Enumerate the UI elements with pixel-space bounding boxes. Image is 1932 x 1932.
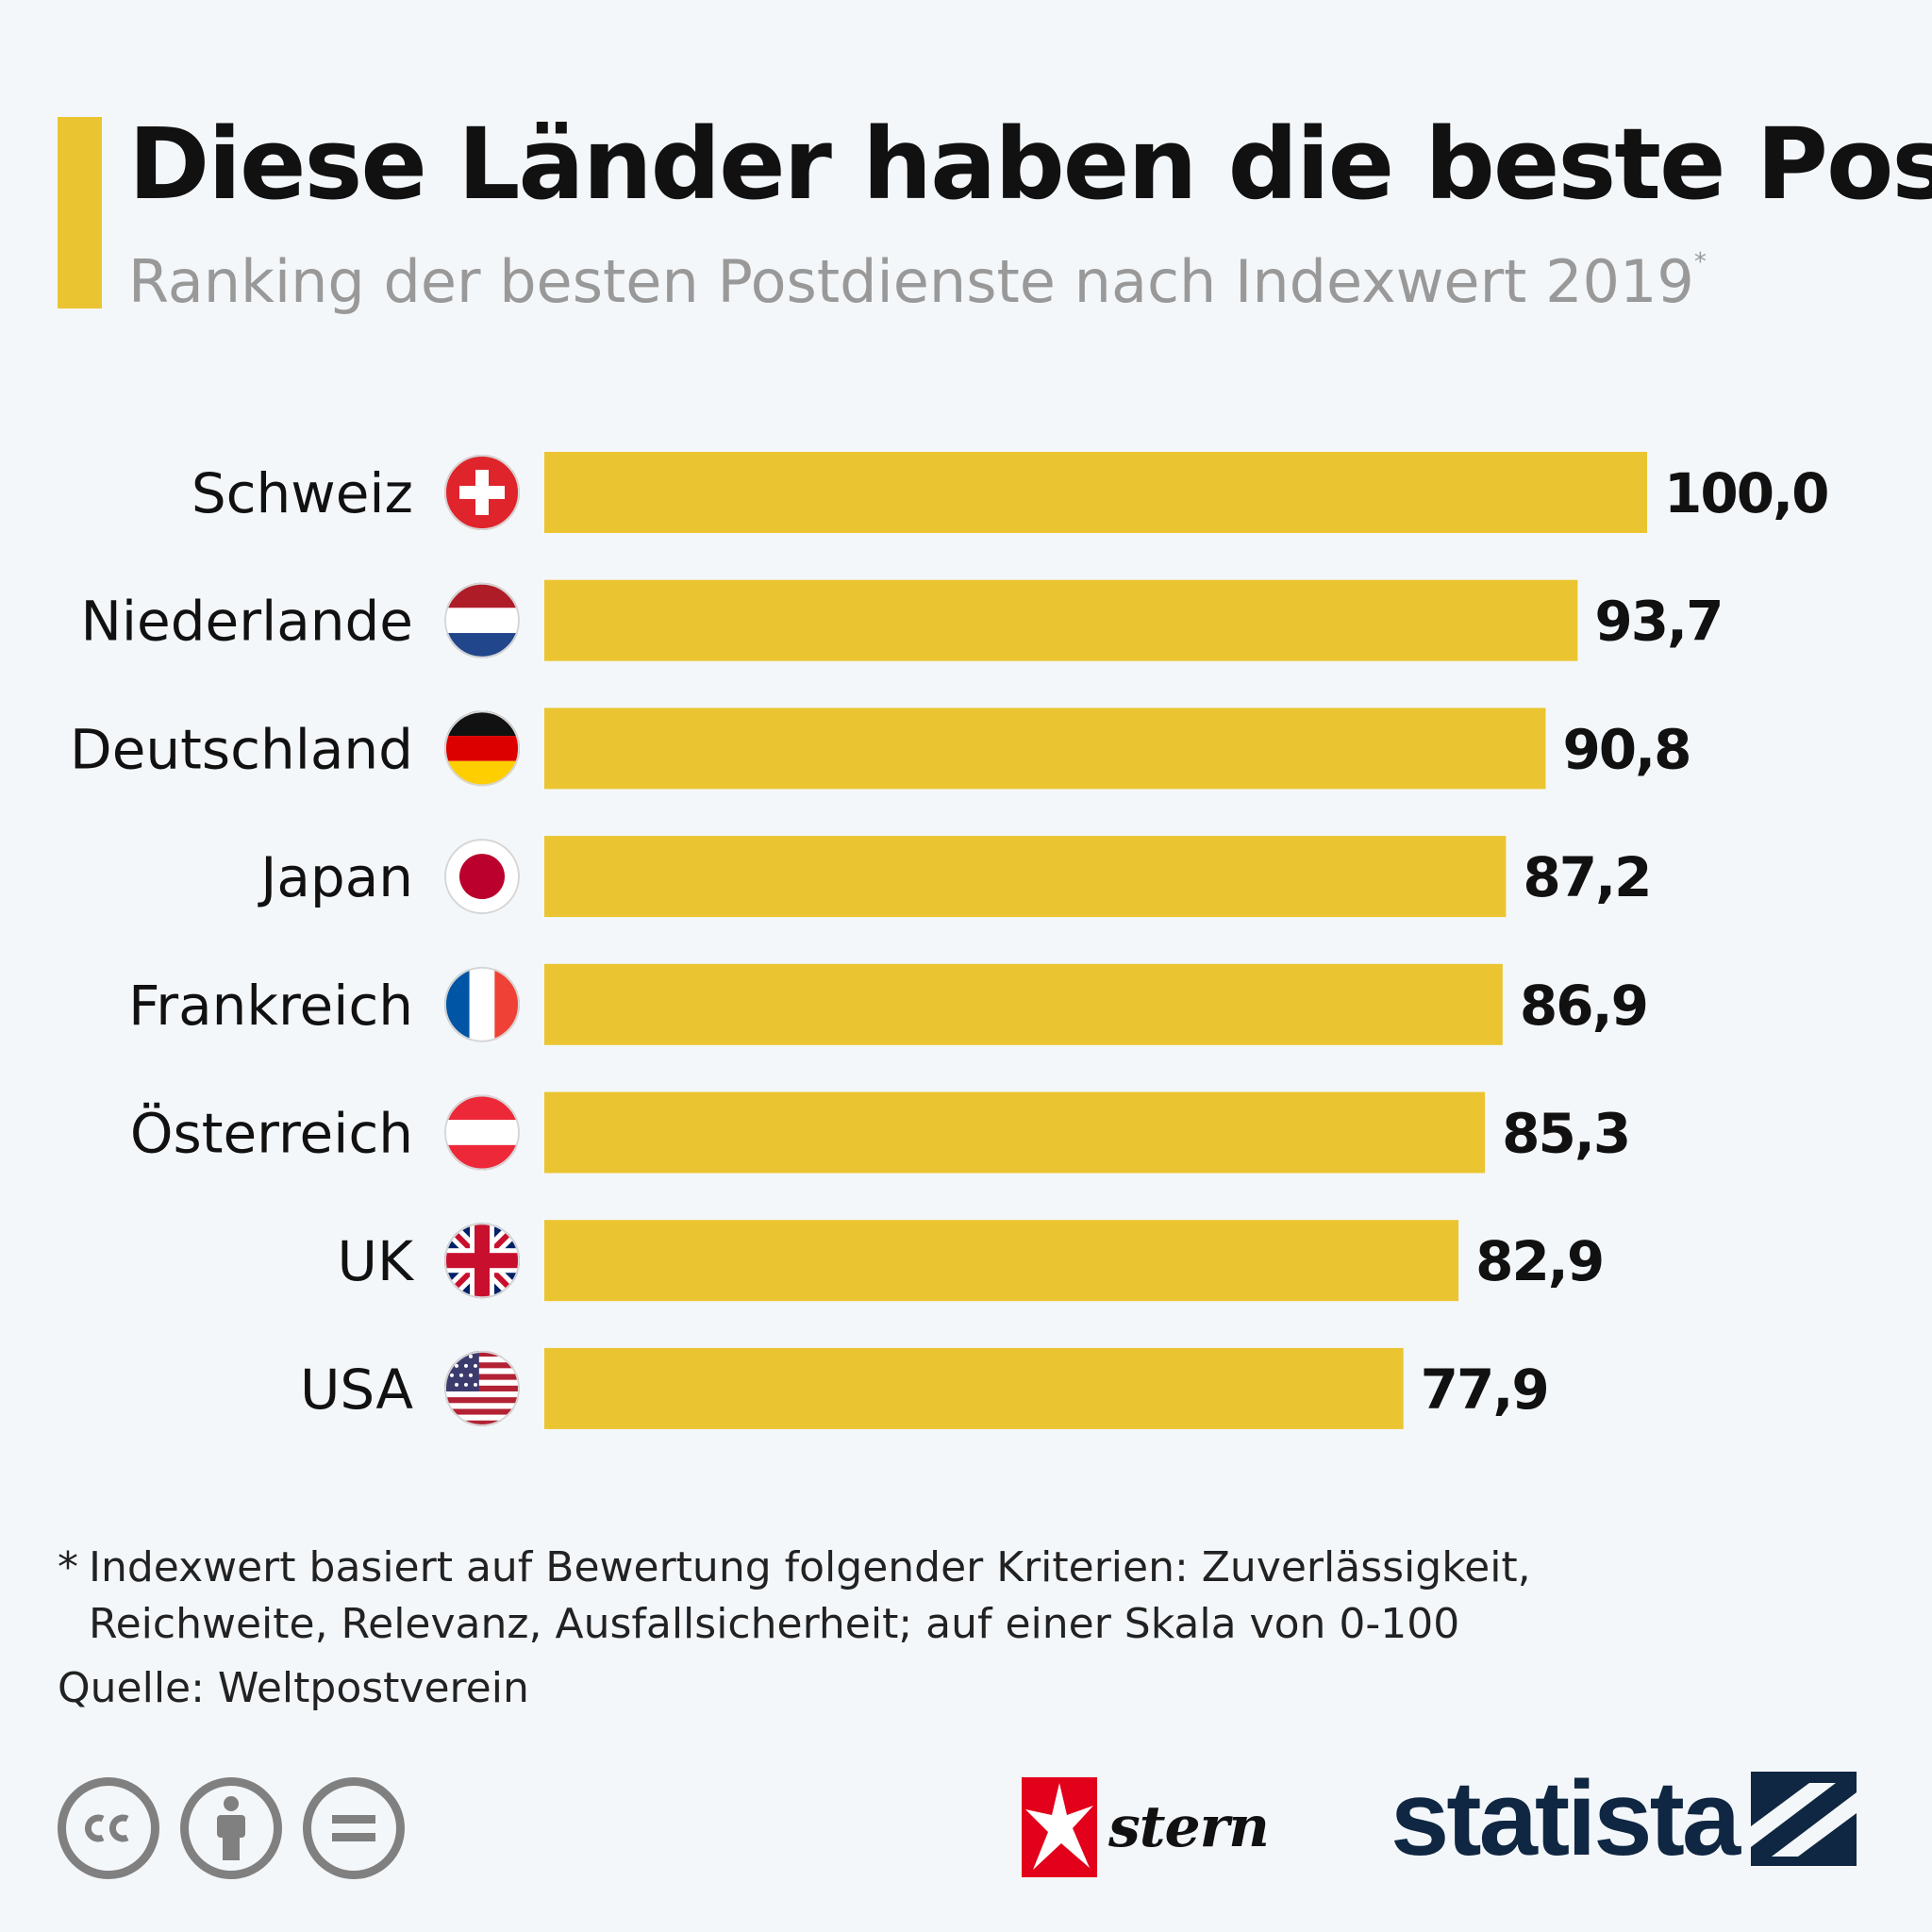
statista-wordmark: statista <box>1391 1759 1740 1877</box>
bar-chart: Schweiz 100,0 Niederlande 93,7 Deutschland 90… <box>70 452 1829 1429</box>
value-label: 90,8 <box>1562 717 1690 781</box>
netherlands-flag-icon <box>444 582 520 658</box>
stern-logo: stern <box>1022 1777 1270 1877</box>
footnote-mark: * <box>58 1543 78 1591</box>
category-label: Japan <box>258 845 413 909</box>
category-label: UK <box>338 1229 415 1293</box>
person-glyph <box>217 1796 245 1860</box>
stern-star-icon <box>1022 1777 1097 1877</box>
title-accent-bar <box>58 117 102 308</box>
bar <box>544 579 1578 661</box>
bar <box>544 1347 1404 1429</box>
footnote-line-2: Reichweite, Relevanz, Ausfallsicherheit;… <box>89 1600 1460 1648</box>
category-label: Schweiz <box>192 461 413 525</box>
category-label: Frankreich <box>128 974 413 1038</box>
no-derivatives-icon[interactable] <box>303 1777 405 1879</box>
bar <box>544 836 1507 918</box>
switzerland-flag-icon <box>444 455 520 530</box>
bar <box>544 1091 1486 1174</box>
equals-glyph <box>332 1815 375 1841</box>
bar <box>544 1220 1459 1302</box>
value-label: 82,9 <box>1475 1229 1603 1293</box>
license-icons <box>58 1777 405 1879</box>
footnote: * Indexwert basiert auf Bewertung folgen… <box>58 1540 1531 1653</box>
flag-border <box>444 1094 520 1171</box>
flag-border <box>444 1350 520 1426</box>
category-label: Deutschland <box>70 717 413 781</box>
value-label: 77,9 <box>1421 1357 1548 1422</box>
chart-subtitle: Ranking der besten Postdienste nach Inde… <box>128 247 1707 317</box>
statista-mark-icon <box>1751 1772 1857 1866</box>
value-label: 85,3 <box>1502 1102 1629 1166</box>
cc-icon[interactable] <box>58 1777 159 1879</box>
subtitle-text: Ranking der besten Postdienste nach Inde… <box>128 247 1694 316</box>
category-label: Österreich <box>130 1102 413 1166</box>
cc-glyph <box>84 1814 129 1842</box>
value-label: 87,2 <box>1523 845 1650 909</box>
flag-border <box>444 455 520 530</box>
value-label: 86,9 <box>1520 974 1647 1038</box>
flag-border <box>444 966 520 1042</box>
stern-wordmark: stern <box>1108 1794 1270 1860</box>
bar <box>544 708 1546 790</box>
flag-border <box>444 1223 520 1299</box>
value-label: 100,0 <box>1664 461 1827 525</box>
bar <box>544 963 1503 1045</box>
uk-flag-icon <box>444 1223 520 1299</box>
chart-title: Diese Länder haben die beste Post <box>128 107 1932 222</box>
value-label: 93,7 <box>1594 590 1722 654</box>
statista-logo: statista <box>1391 1766 1857 1872</box>
bars-group: Schweiz 100,0 Niederlande 93,7 Deutschland 90… <box>70 452 1829 1429</box>
bar <box>544 452 1647 533</box>
flag-border <box>444 582 520 658</box>
category-label: USA <box>300 1357 413 1422</box>
category-label: Niederlande <box>81 590 413 654</box>
flag-border <box>444 710 520 787</box>
footnote-line-1: Indexwert basiert auf Bewertung folgende… <box>89 1543 1531 1591</box>
flag-border <box>444 839 520 915</box>
japan-flag-icon <box>444 839 520 915</box>
attribution-person-icon[interactable] <box>180 1777 282 1879</box>
subtitle-footnote-mark: * <box>1693 248 1707 276</box>
source-note: Quelle: Weltpostverein <box>58 1664 529 1712</box>
